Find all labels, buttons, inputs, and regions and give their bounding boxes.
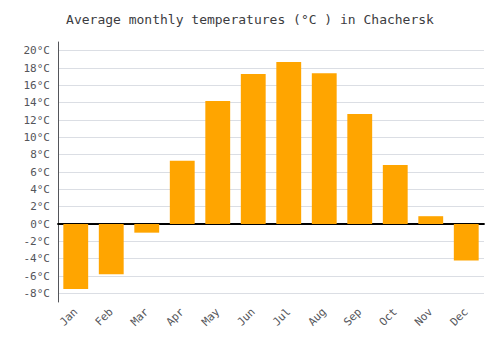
- svg-text:-4°C: -4°C: [24, 252, 51, 265]
- svg-text:18°C: 18°C: [24, 62, 51, 75]
- svg-text:Dec: Dec: [448, 305, 471, 328]
- svg-text:6°C: 6°C: [30, 166, 50, 179]
- svg-text:4°C: 4°C: [30, 183, 50, 196]
- svg-text:Jul: Jul: [270, 305, 293, 328]
- svg-text:Nov: Nov: [412, 305, 435, 328]
- svg-text:0°C: 0°C: [30, 218, 50, 231]
- svg-text:20°C: 20°C: [24, 44, 51, 57]
- svg-text:10°C: 10°C: [24, 131, 51, 144]
- svg-text:Feb: Feb: [93, 305, 116, 328]
- svg-text:12°C: 12°C: [24, 114, 51, 127]
- svg-text:Mar: Mar: [128, 305, 151, 328]
- svg-text:Sep: Sep: [341, 305, 364, 328]
- svg-text:Oct: Oct: [377, 305, 400, 328]
- svg-text:Average monthly temperatures (: Average monthly temperatures (°C ) in Ch…: [66, 12, 434, 27]
- svg-text:-6°C: -6°C: [24, 270, 51, 283]
- svg-text:2°C: 2°C: [30, 200, 50, 213]
- svg-text:Jun: Jun: [235, 305, 258, 328]
- svg-text:Apr: Apr: [164, 305, 187, 328]
- svg-text:14°C: 14°C: [24, 96, 51, 109]
- svg-text:-8°C: -8°C: [24, 287, 51, 300]
- svg-text:May: May: [199, 305, 222, 328]
- svg-text:8°C: 8°C: [30, 148, 50, 161]
- svg-text:Aug: Aug: [306, 305, 329, 328]
- svg-text:Jan: Jan: [57, 305, 80, 328]
- svg-text:16°C: 16°C: [24, 79, 51, 92]
- svg-text:-2°C: -2°C: [24, 235, 51, 248]
